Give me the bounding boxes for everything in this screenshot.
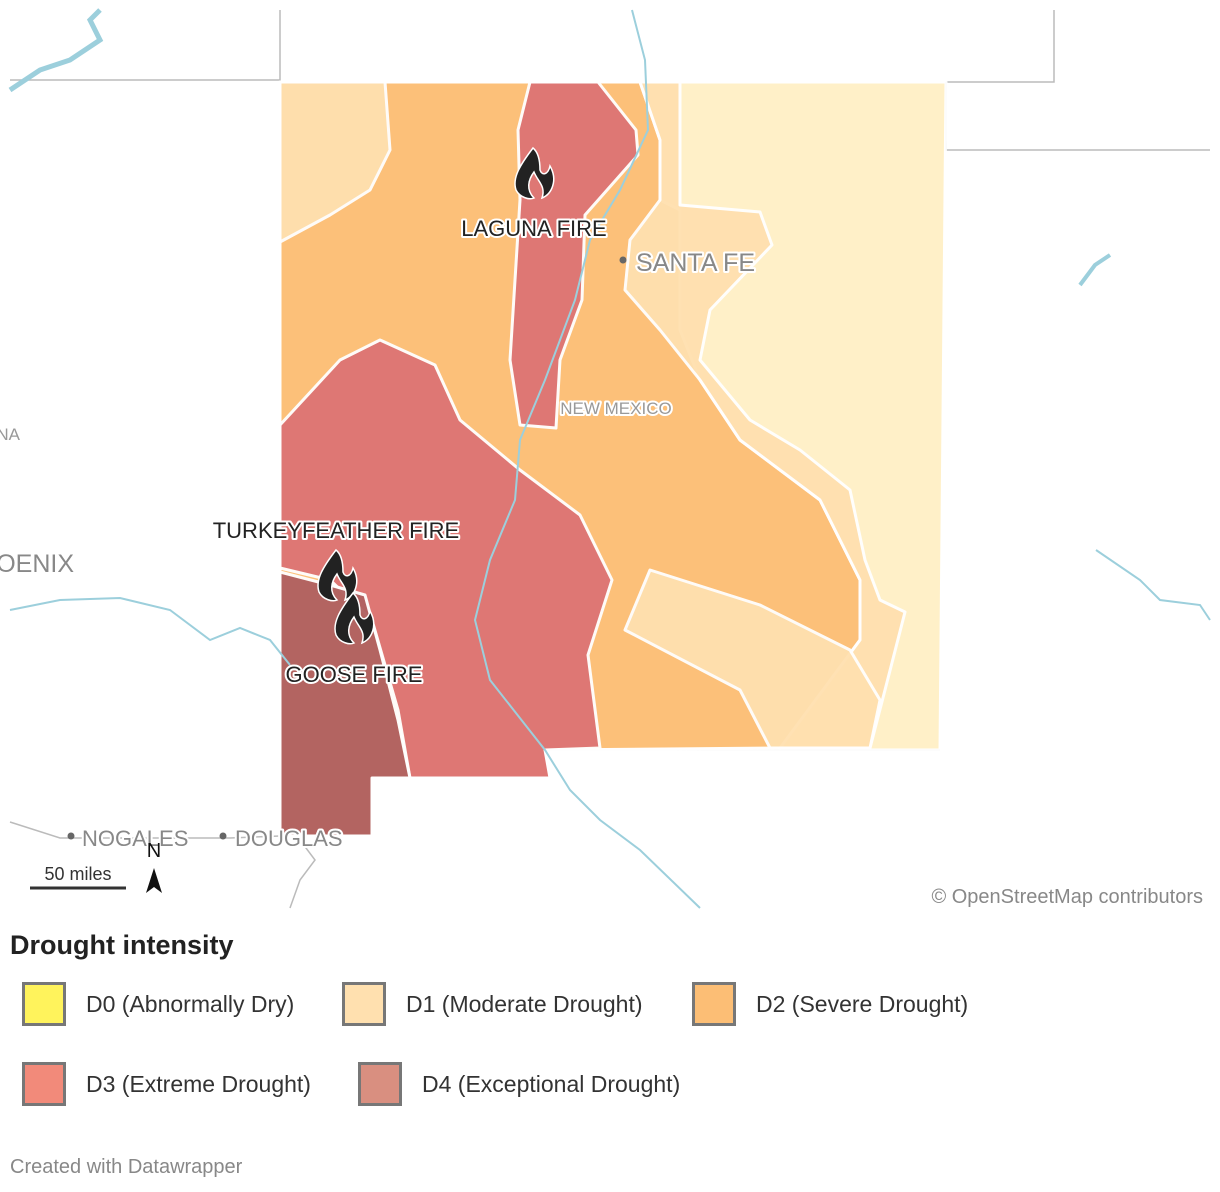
legend-label: D0 (Abnormally Dry) xyxy=(86,990,295,1017)
city-dot xyxy=(619,256,627,264)
legend-swatch xyxy=(22,982,66,1026)
rivers xyxy=(8,8,1211,909)
fire-label: TURKEYFEATHER FIRE xyxy=(213,518,460,543)
city-label: PHOENIX xyxy=(0,550,74,578)
state-label: NEW MEXICO xyxy=(560,399,671,418)
city-label: NOGALES xyxy=(82,826,188,851)
legend-label: D2 (Severe Drought) xyxy=(756,990,969,1017)
legend-item: D1 (Moderate Drought) xyxy=(342,982,643,1026)
fire-label: GOOSE FIRE xyxy=(286,662,423,687)
legend-item: D3 (Extreme Drought) xyxy=(22,1062,311,1106)
city-dot xyxy=(67,832,75,840)
city-label: DOUGLAS xyxy=(235,826,343,851)
attribution: © OpenStreetMap contributors xyxy=(931,886,1203,908)
north-arrow xyxy=(146,868,162,893)
legend-swatch xyxy=(342,982,386,1026)
drought-region xyxy=(623,568,882,750)
legend-label: D4 (Exceptional Drought) xyxy=(422,1070,681,1097)
drought-region xyxy=(623,80,907,750)
legend-item: D0 (Abnormally Dry) xyxy=(22,982,294,1026)
drought-region xyxy=(508,80,640,430)
legend-title: Drought intensity xyxy=(10,930,234,960)
legend-item: D4 (Exceptional Drought) xyxy=(358,1062,680,1106)
city-label: SANTA FE xyxy=(636,249,755,277)
scale-label: 50 miles xyxy=(44,864,111,884)
legend-label: D3 (Extreme Drought) xyxy=(86,1070,311,1097)
footer: Created with Datawrapper xyxy=(10,1156,243,1178)
drought-region xyxy=(278,80,392,244)
fire-label: LAGUNA FIRE xyxy=(461,216,606,241)
map: LAGUNA FIRE SANTA FE NEW MEXICO TURKEYFE… xyxy=(0,8,1211,909)
legend-item: D2 (Severe Drought) xyxy=(692,982,968,1026)
north-label: N xyxy=(147,840,161,862)
legend-label: D1 (Moderate Drought) xyxy=(406,990,643,1017)
fire-icons xyxy=(317,146,555,645)
legend-swatch xyxy=(692,982,736,1026)
state-label: ARIZONA xyxy=(0,425,21,444)
legend-swatch xyxy=(358,1062,402,1106)
city-dot xyxy=(219,832,227,840)
legend-swatch xyxy=(22,1062,66,1106)
